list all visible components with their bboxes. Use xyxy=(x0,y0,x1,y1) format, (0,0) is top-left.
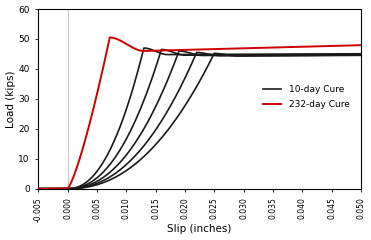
10-day Cure xyxy=(186,53,191,56)
Legend: 10-day Cure, 232-day Cure: 10-day Cure, 232-day Cure xyxy=(260,82,353,113)
X-axis label: Slip (inches): Slip (inches) xyxy=(167,224,232,234)
Y-axis label: Load (kips): Load (kips) xyxy=(6,70,16,128)
232-day Cure xyxy=(186,48,191,51)
232-day Cure xyxy=(171,49,175,52)
10-day Cure xyxy=(343,52,348,55)
10-day Cure xyxy=(36,187,40,190)
232-day Cure xyxy=(108,36,112,39)
Line: 10-day Cure: 10-day Cure xyxy=(38,48,371,189)
232-day Cure xyxy=(97,83,101,86)
10-day Cure xyxy=(76,185,81,188)
232-day Cure xyxy=(343,44,348,47)
10-day Cure xyxy=(171,53,175,56)
232-day Cure xyxy=(76,162,81,164)
Line: 232-day Cure: 232-day Cure xyxy=(38,37,371,189)
232-day Cure xyxy=(36,187,40,190)
10-day Cure xyxy=(142,47,146,49)
10-day Cure xyxy=(97,167,101,170)
